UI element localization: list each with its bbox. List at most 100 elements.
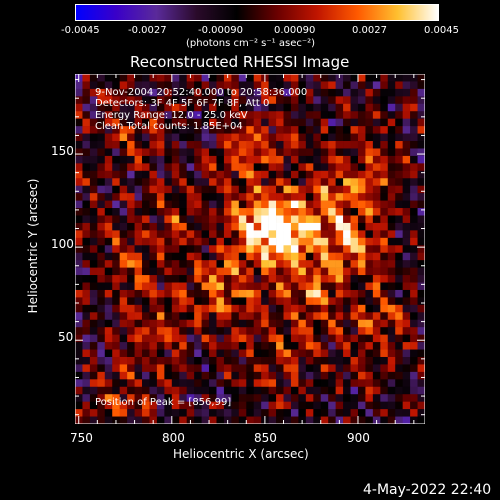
heatmap-cell (305, 126, 314, 134)
heatmap-cell (395, 260, 403, 268)
heatmap-cell (104, 96, 113, 105)
heatmap-cell (313, 163, 322, 172)
heatmap-cell (290, 371, 299, 380)
heatmap-cell (305, 178, 314, 187)
heatmap-cell (104, 230, 113, 239)
heatmap-cell (164, 304, 173, 313)
heatmap-cell (119, 327, 128, 335)
heatmap-cell (343, 297, 351, 306)
heatmap-cell (387, 401, 396, 410)
heatmap-cell (268, 88, 277, 97)
heatmap-cell (357, 215, 366, 224)
heatmap-cell (298, 342, 307, 350)
heatmap-cell (82, 126, 91, 134)
heatmap-cell (112, 334, 120, 343)
heatmap-cell (290, 304, 299, 313)
heatmap-cell (335, 349, 344, 358)
heatmap-cell (402, 304, 411, 313)
heatmap-cell (171, 208, 180, 216)
heatmap-cell (119, 267, 128, 276)
heatmap-cell (179, 289, 188, 298)
heatmap-cell (194, 111, 202, 119)
heatmap-cell (156, 96, 165, 105)
heatmap-cell (357, 319, 366, 328)
heatmap-cell (305, 148, 314, 157)
heatmap-cell (268, 282, 277, 291)
heatmap-cell (119, 141, 128, 149)
heatmap-cell (186, 379, 195, 388)
heatmap-cell (127, 386, 135, 395)
heatmap-cell (305, 364, 314, 373)
heatmap-cell (119, 416, 128, 424)
heatmap-cell (365, 342, 374, 350)
heatmap-cell (290, 74, 299, 82)
heatmap-cell (372, 148, 381, 157)
heatmap-cell (238, 118, 247, 127)
heatmap-cell (238, 409, 247, 417)
heatmap-cell (127, 327, 135, 335)
heatmap-cell (261, 148, 269, 157)
heatmap-cell (209, 327, 217, 335)
heatmap-cell (290, 237, 299, 246)
heatmap-cell (380, 155, 389, 164)
heatmap-cell (164, 141, 173, 149)
heatmap-cell (268, 416, 277, 424)
heatmap-cell (156, 155, 165, 164)
heatmap-cell (216, 327, 225, 335)
heatmap-cell (320, 334, 329, 343)
heatmap-cell (380, 193, 389, 201)
heatmap-cell (402, 170, 411, 179)
heatmap-cell (410, 111, 418, 119)
heatmap-cell (246, 401, 255, 410)
heatmap-cell (112, 364, 120, 373)
footer-date: 4-May-2022 22:40 (363, 482, 492, 498)
heatmap-cell (380, 118, 389, 127)
heatmap-cell (127, 222, 135, 231)
heatmap-cell (335, 133, 344, 142)
heatmap-cell (417, 327, 425, 335)
heatmap-cell (328, 416, 336, 424)
heatmap-cell (410, 364, 418, 373)
heatmap-cell (164, 327, 173, 335)
colorbar-tick-label: -0.0027 (128, 25, 167, 36)
x-axis-label: Heliocentric X (arcsec) (173, 447, 309, 461)
heatmap-cell (410, 193, 418, 201)
heatmap-cell (350, 185, 359, 194)
heatmap-cell (365, 282, 374, 291)
heatmap-cell (343, 118, 351, 127)
heatmap-cell (231, 252, 240, 261)
heatmap-cell (171, 319, 180, 328)
heatmap-cell (216, 252, 225, 261)
heatmap-cell (171, 401, 180, 410)
heatmap-cell (82, 74, 91, 82)
heatmap-cell (350, 334, 359, 343)
heatmap-cell (209, 148, 217, 157)
heatmap-cell (119, 163, 128, 172)
heatmap-cell (313, 170, 322, 179)
heatmap-cell (246, 237, 255, 246)
heatmap-cell (320, 193, 329, 201)
heatmap-cell (223, 133, 232, 142)
heatmap-cell (89, 289, 98, 298)
heatmap-cell (142, 155, 150, 164)
heatmap-cell (142, 118, 150, 127)
heatmap-cell (298, 364, 307, 373)
heatmap-cell (171, 416, 180, 424)
heatmap-cell (194, 178, 202, 187)
heatmap-cell (179, 208, 188, 216)
heatmap-cell (395, 74, 403, 82)
heatmap-cell (209, 267, 217, 276)
heatmap-cell (134, 88, 143, 97)
heatmap-cell (104, 222, 113, 231)
heatmap-cell (75, 356, 83, 365)
heatmap-cell (387, 319, 396, 328)
heatmap-cell (231, 289, 240, 298)
heatmap-cell (380, 178, 389, 187)
heatmap-cell (305, 342, 314, 350)
heatmap-cell (127, 289, 135, 298)
heatmap-cell (350, 74, 359, 82)
heatmap-cell (402, 74, 411, 82)
heatmap-cell (261, 133, 269, 142)
heatmap-cell (216, 148, 225, 157)
heatmap-cell (112, 342, 120, 350)
